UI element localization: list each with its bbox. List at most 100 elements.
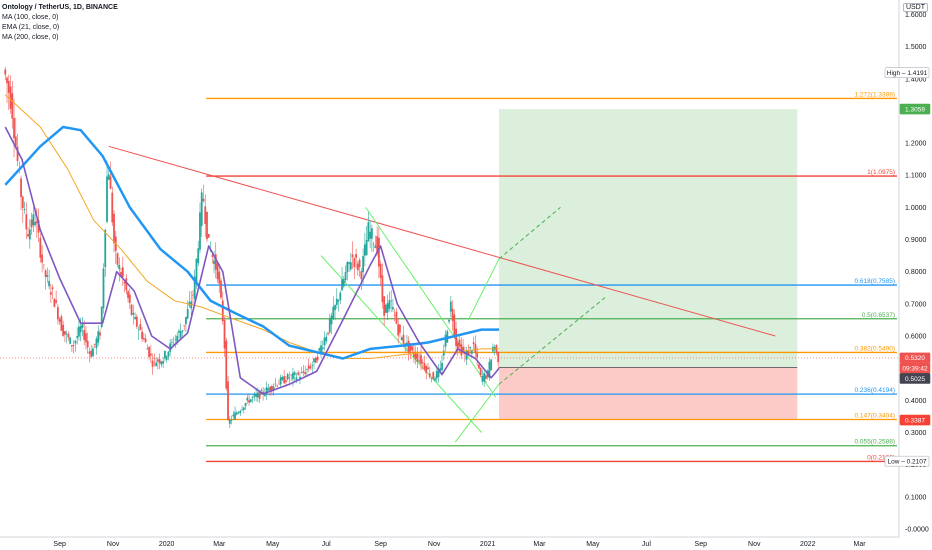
candle-body [434, 378, 436, 381]
wedge-line-upper [365, 207, 496, 398]
candle-body [58, 319, 61, 322]
y-tick-label: 0.6000 [905, 334, 927, 341]
candle-body [69, 337, 72, 344]
price-tag [884, 455, 930, 467]
candle-body [316, 356, 319, 361]
candle-body [306, 369, 308, 370]
candle-body [220, 280, 222, 298]
candle-body [330, 315, 333, 325]
candle-body [130, 304, 133, 315]
x-tick-label: May [586, 541, 600, 548]
candle-body [193, 276, 196, 299]
candle-body [399, 324, 401, 333]
candle-body [237, 412, 240, 414]
candle-body [141, 331, 143, 340]
candle-body [377, 237, 380, 267]
candle-body [437, 368, 440, 378]
candle-body [314, 357, 317, 363]
candle-body [334, 304, 336, 311]
fib-level-label: 0.055(0.2588) [855, 439, 895, 446]
candle-body [351, 254, 354, 258]
candle-body [227, 381, 229, 420]
candle-body [86, 340, 89, 348]
candle-body [44, 270, 47, 278]
candle-body [407, 340, 410, 353]
candle-body [386, 303, 389, 313]
candle-body [42, 264, 45, 266]
candle-body [458, 339, 461, 347]
candle-body [71, 345, 73, 347]
candle-body [381, 275, 384, 303]
candle-body [449, 301, 452, 312]
candle-body [200, 192, 203, 227]
candle-body [416, 353, 419, 362]
candle-body [278, 383, 280, 385]
y-tick-label: -0.0000 [905, 526, 929, 533]
candle-body [444, 334, 447, 347]
candle-body [72, 345, 75, 346]
candle-body [181, 330, 184, 332]
candle-body [367, 222, 370, 242]
candle-body [146, 348, 149, 350]
y-tick-label: 1.4000 [905, 76, 927, 83]
candle-body [234, 412, 236, 420]
candle-body [370, 228, 373, 239]
legend-title[interactable]: Ontology / TetherUS, 1D, BINANCE [2, 4, 118, 11]
candle-body [242, 407, 245, 410]
candle-body [81, 323, 84, 328]
y-tick-label: 0.9000 [905, 237, 927, 244]
candle-body [230, 419, 233, 421]
x-tick-label: 2021 [480, 541, 496, 548]
candle-body [221, 300, 224, 322]
candle-body [176, 335, 179, 343]
y-tick-label: 0.4000 [905, 398, 927, 405]
x-tick-label: Nov [428, 541, 441, 548]
candle-body [276, 385, 279, 387]
candle-body [104, 229, 107, 268]
legend-ema21[interactable]: EMA (21, close, 0) [2, 24, 60, 31]
resistance-trendline [108, 145, 776, 337]
candle-body [288, 377, 291, 379]
candle-body [304, 372, 307, 375]
candle-body [204, 206, 207, 224]
candle-body [365, 240, 368, 256]
candle-body [388, 300, 391, 309]
candle-body [295, 377, 298, 381]
candle-body [448, 319, 450, 322]
candle-body [435, 370, 438, 379]
candle-body [74, 340, 77, 344]
candle-body [372, 243, 375, 245]
candle-body [55, 300, 58, 303]
candle-body [107, 174, 110, 180]
candle-body [51, 287, 54, 290]
candle-body [118, 265, 121, 270]
candle-body [109, 176, 112, 189]
candle-body [92, 348, 94, 357]
candle-body [128, 294, 131, 303]
price-tag-text: High – 1.4191 [887, 70, 928, 77]
currency-label[interactable]: USDT [902, 3, 928, 12]
x-tick-label: Jul [642, 541, 651, 548]
fib-level-label: 1.272(1.3389) [855, 91, 895, 98]
candle-body [256, 392, 259, 398]
candle-body [14, 136, 17, 146]
candle-body [311, 365, 314, 367]
legend-ma200[interactable]: MA (200, close, 0) [2, 34, 59, 41]
candle-body [144, 338, 147, 343]
candle-body [300, 372, 303, 374]
candle-body [263, 393, 266, 396]
candle-body [27, 234, 29, 237]
candle-body [123, 282, 126, 284]
ema21-line [4, 126, 500, 395]
channel-top-line [467, 258, 500, 321]
candle-body [188, 301, 191, 306]
candle-body [151, 360, 154, 367]
candle-body [349, 262, 352, 270]
legend-ma100[interactable]: MA (100, close, 0) [2, 14, 59, 21]
candle-body [460, 344, 463, 356]
candle-body [21, 196, 24, 208]
candle-body [402, 334, 405, 344]
candle-body [88, 351, 91, 354]
price-tag-text: 1.3059 [905, 106, 925, 113]
